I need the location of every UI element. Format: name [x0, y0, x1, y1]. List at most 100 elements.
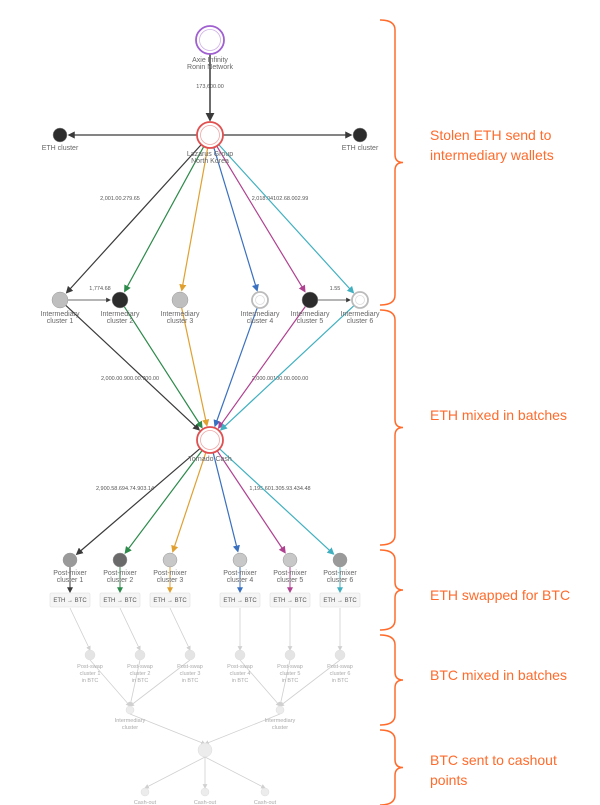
edge-label: 1.55	[330, 286, 341, 292]
node-label: Intermediary	[241, 311, 280, 318]
stage-bracket	[380, 20, 403, 305]
swap-label: ETH → BTC	[223, 598, 257, 604]
node-psB: Post-swapcluster 2in BTC	[127, 650, 153, 684]
node-label: Post-mixer	[223, 570, 257, 577]
node-label: cluster 2	[107, 577, 134, 584]
edge	[215, 308, 257, 426]
node-btcmix	[198, 743, 212, 757]
edge	[220, 449, 334, 554]
node-label: in BTC	[282, 678, 299, 684]
faint-edges	[70, 608, 340, 788]
node-label: Post-swap	[77, 664, 103, 670]
node-label: Post-mixer	[323, 570, 357, 577]
node-label: in BTC	[82, 678, 99, 684]
node-label: Post-swap	[327, 664, 353, 670]
edge-label: 173,600.00	[196, 84, 224, 90]
node-label: cluster 6	[347, 318, 374, 325]
edge-faint	[145, 757, 205, 788]
node-label: cluster 1	[47, 318, 74, 325]
node-psF: Post-swapcluster 6in BTC	[327, 650, 353, 684]
node-label: ETH cluster	[42, 145, 79, 152]
node-label: cluster 5	[297, 318, 324, 325]
node-psC: Post-swapcluster 3in BTC	[177, 650, 203, 684]
node-co1: Cash-outpoint 1	[134, 788, 157, 805]
node-label: Intermediary	[265, 718, 296, 724]
swap-label: ETH → BTC	[103, 598, 137, 604]
node-int1: Intermediarycluster 1	[41, 292, 80, 325]
node-label: Cash-out	[134, 800, 157, 805]
node-label: cluster 1	[80, 671, 101, 677]
node-label: cluster 4	[227, 577, 254, 584]
node-label: cluster 3	[180, 671, 201, 677]
node-ia2: Intermediarycluster	[265, 706, 296, 731]
swap-label: ETH → BTC	[323, 598, 357, 604]
node-psA: Post-swapcluster 1in BTC	[77, 650, 103, 684]
swap-label: ETH → BTC	[53, 598, 87, 604]
node-psE: Post-swapcluster 5in BTC	[277, 650, 303, 684]
flow-diagram: Stolen ETH send tointermediary walletsET…	[0, 0, 600, 805]
edge	[217, 146, 305, 291]
node-label: Post-swap	[127, 664, 153, 670]
node-label: cluster 6	[330, 671, 351, 677]
node-label: Intermediary	[101, 311, 140, 318]
node-tornado: Tornado Cash	[188, 427, 232, 463]
node-label: Intermediary	[341, 311, 380, 318]
node-label: Intermediary	[41, 311, 80, 318]
node-label: cluster 2	[130, 671, 151, 677]
node-label: Tornado Cash	[188, 456, 232, 463]
stage-bracket	[380, 730, 403, 805]
node-label: Post-swap	[277, 664, 303, 670]
edge-label: 2,018.04102.68.002.99	[252, 196, 309, 202]
node-ia1: Intermediarycluster	[115, 706, 146, 731]
node-label: cluster 3	[167, 318, 194, 325]
stage-label: Stolen ETH send to	[430, 127, 552, 143]
node-label: cluster 1	[57, 577, 84, 584]
node-label: Ronin Network	[187, 64, 233, 71]
node-label: Post-swap	[227, 664, 253, 670]
node-label: cluster 4	[247, 318, 274, 325]
node-psD: Post-swapcluster 4in BTC	[227, 650, 253, 684]
node-label: in BTC	[182, 678, 199, 684]
edge-label: 1,195.601.305.93.434.48	[249, 486, 310, 492]
node-label: Post-mixer	[103, 570, 137, 577]
stage-label: points	[430, 772, 467, 788]
edge	[182, 308, 207, 426]
edge	[221, 305, 354, 429]
edge	[217, 451, 285, 553]
stage-label: BTC sent to cashout	[430, 752, 557, 768]
edge	[213, 453, 238, 552]
node-label: Intermediary	[291, 311, 330, 318]
node-label: Axie Infinity	[192, 57, 228, 64]
stage-bracket	[380, 550, 403, 630]
edge	[77, 448, 200, 554]
node-label: ETH cluster	[342, 145, 379, 152]
node-int2: Intermediarycluster 2	[101, 292, 140, 325]
node-label: Post-swap	[177, 664, 203, 670]
node-label: in BTC	[132, 678, 149, 684]
node-co2: Cash-outpoint 2	[194, 788, 217, 805]
node-label: cluster 3	[157, 577, 184, 584]
node-label: cluster 5	[277, 577, 304, 584]
edge	[67, 145, 202, 293]
node-label: in BTC	[332, 678, 349, 684]
node-label: Cash-out	[254, 800, 277, 805]
edge	[219, 145, 354, 293]
node-int6: Intermediarycluster 6	[341, 292, 380, 325]
stage-label: ETH swapped for BTC	[430, 587, 570, 603]
edge	[182, 148, 208, 290]
node-label: Cash-out	[194, 800, 217, 805]
node-int3: Intermediarycluster 3	[161, 292, 200, 325]
node-ethL: ETH cluster	[42, 128, 79, 152]
edge-faint	[205, 757, 265, 788]
node-int5: Intermediarycluster 5	[291, 292, 330, 325]
node-label: Post-mixer	[153, 570, 187, 577]
stage-label: BTC mixed in batches	[430, 667, 567, 683]
edge-label: 1,774.68	[89, 286, 110, 292]
node-lazarus: Lazarus GroupNorth Korea	[187, 122, 233, 165]
node-label: cluster 2	[107, 318, 134, 325]
nodes: Axie InfinityRonin Network Lazarus GroupN…	[41, 26, 380, 805]
node-label: cluster	[122, 725, 138, 731]
node-label: cluster 6	[327, 577, 354, 584]
stage-label: ETH mixed in batches	[430, 407, 567, 423]
edge-label: 2,000.00100.00.000.00	[252, 376, 309, 382]
